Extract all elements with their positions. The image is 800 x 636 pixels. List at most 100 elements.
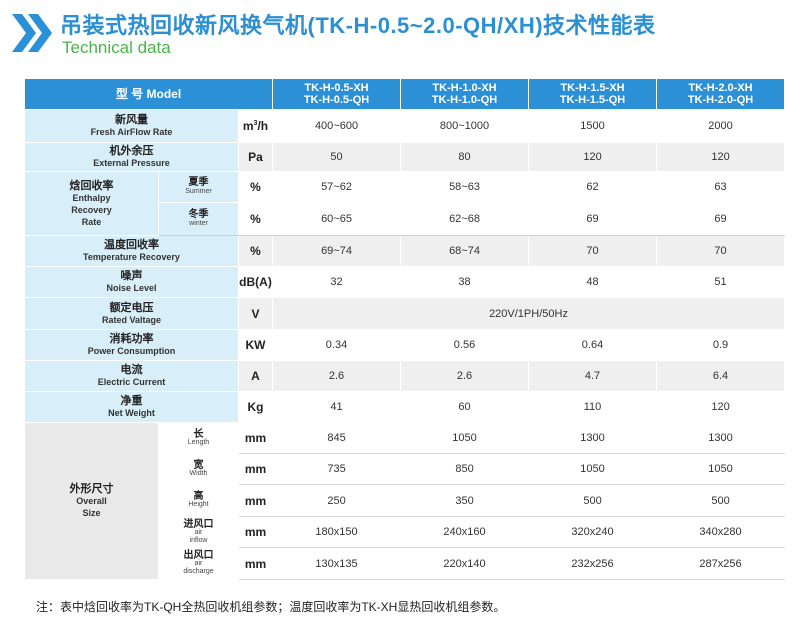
noise-row: 噪声 Noise Level dB(A) 32 38 48 51 [24, 266, 786, 298]
power-row: 消耗功率 Power Consumption KW 0.34 0.56 0.64 … [24, 329, 786, 361]
cell: 69 [528, 202, 658, 236]
cell: 120 [656, 142, 786, 172]
cell: 232x256 [528, 547, 658, 580]
cell: 845 [272, 422, 402, 454]
weight-label: 净重 Net Weight [24, 391, 239, 423]
cell: 1050 [400, 422, 530, 454]
winter-label: 冬季 winter [158, 202, 239, 236]
length-row: 外形尺寸 Overall Size 长 Length mm 845 1050 1300… [24, 422, 786, 580]
cell: 240x160 [400, 516, 530, 548]
cell: 0.64 [528, 329, 658, 361]
pressure-label: 机外余压 External Pressure [24, 142, 239, 172]
model-label: 型 号 Model [23, 78, 274, 110]
cell: 250 [272, 484, 402, 517]
model-col-2: TK-H-1.0-XH TK-H-1.0-QH [400, 78, 530, 110]
cell: 120 [656, 391, 786, 423]
cell: 1300 [656, 422, 786, 454]
voltage-value: 220V/1PH/50Hz [272, 297, 786, 330]
cell: 735 [272, 453, 402, 485]
cell: 2.6 [272, 360, 402, 392]
noise-unit: dB(A) [237, 266, 274, 298]
length-unit: mm [237, 422, 274, 454]
cell: 120 [528, 142, 658, 172]
model-col-4: TK-H-2.0-XH TK-H-2.0-QH [656, 78, 786, 110]
enthalpy-winter-row: 冬季 winter % 60~65 62~68 69 69 [25, 202, 786, 236]
cell: 1300 [528, 422, 658, 454]
cell: 6.4 [656, 360, 786, 392]
height-unit: mm [237, 484, 274, 517]
voltage-label: 额定电压 Rated Valtage [24, 297, 239, 330]
width-unit: mm [237, 453, 274, 485]
cell: 41 [272, 391, 402, 423]
cell: 287x256 [656, 547, 786, 580]
cell: 4.7 [528, 360, 658, 392]
cell: 340x280 [656, 516, 786, 548]
cell: 0.34 [272, 329, 402, 361]
cell: 69 [656, 202, 786, 236]
cell: 800~1000 [400, 109, 530, 143]
discharge-row: 出风口 air discharge mm 130x135 220x140 232x2… [25, 547, 786, 580]
cell: 70 [528, 235, 658, 267]
height-label: 高 Height [158, 484, 239, 517]
temp-row: 温度回收率 Temperature Recovery % 69~74 68~74 … [24, 235, 786, 267]
page-title: 吊装式热回收新风换气机(TK-H-0.5~2.0-QH/XH)技术性能表 [60, 13, 656, 38]
airflow-label: 新风量 Fresh AirFlow Rate [24, 109, 239, 143]
cell: 60~65 [272, 202, 402, 236]
inflow-label: 进风口 air inflow [158, 516, 239, 548]
cell: 1050 [656, 453, 786, 485]
weight-row: 净重 Net Weight Kg 41 60 110 120 [24, 391, 786, 423]
power-unit: KW [237, 329, 274, 361]
footnote: 注：表中焓回收率为TK-QH全热回收机组参数；温度回收率为TK-XH显热回收机组… [36, 600, 506, 614]
spec-table: 型 号 Model TK-H-0.5-XH TK-H-0.5-QH TK-H-1.… [23, 78, 786, 580]
cell: 350 [400, 484, 530, 517]
current-row: 电流 Electric Current A 2.6 2.6 4.7 6.4 [24, 360, 786, 392]
airflow-unit: m3/h [237, 109, 274, 143]
inflow-row: 进风口 air inflow mm 180x150 240x160 320x240 … [25, 516, 786, 548]
voltage-row: 额定电压 Rated Valtage V 220V/1PH/50Hz [24, 297, 786, 330]
cell: 0.9 [656, 329, 786, 361]
discharge-unit: mm [237, 547, 274, 580]
cell: 110 [528, 391, 658, 423]
temp-label: 温度回收率 Temperature Recovery [24, 235, 239, 267]
height-row: 高 Height mm 250 350 500 500 [25, 484, 786, 517]
discharge-label: 出风口 air discharge [158, 547, 239, 580]
cell: 70 [656, 235, 786, 267]
cell: 58~63 [400, 171, 530, 203]
length-label: 长 Length [158, 422, 239, 454]
pressure-unit: Pa [237, 142, 274, 172]
cell: 62~68 [400, 202, 530, 236]
cell: 130x135 [272, 547, 402, 580]
cell: 60 [400, 391, 530, 423]
size-label: 外形尺寸 Overall Size [24, 422, 159, 580]
enthalpy-label: 焓回收率 Enthalpy Recovery Rate [24, 171, 159, 236]
cell: 48 [528, 266, 658, 298]
cell: 400~600 [272, 109, 402, 143]
winter-unit: % [237, 202, 274, 236]
model-header-row: 型 号 Model TK-H-0.5-XH TK-H-0.5-QH TK-H-1.… [23, 78, 786, 110]
cell: 62 [528, 171, 658, 203]
double-chevron-icon [12, 14, 52, 52]
cell: 50 [272, 142, 402, 172]
enthalpy-summer-row: 焓回收率 Enthalpy Recovery Rate 夏季 Summer % 57~6… [24, 171, 786, 236]
cell: 38 [400, 266, 530, 298]
cell: 69~74 [272, 235, 402, 267]
cell: 32 [272, 266, 402, 298]
noise-label: 噪声 Noise Level [24, 266, 239, 298]
model-col-1: TK-H-0.5-XH TK-H-0.5-QH [272, 78, 402, 110]
airflow-row: 新风量 Fresh AirFlow Rate m3/h 400~600 800~1… [24, 109, 786, 143]
model-col-3: TK-H-1.5-XH TK-H-1.5-QH [528, 78, 658, 110]
cell: 1050 [528, 453, 658, 485]
current-label: 电流 Electric Current [24, 360, 239, 392]
weight-unit: Kg [237, 391, 274, 423]
summer-unit: % [237, 171, 274, 203]
summer-label: 夏季 Summer [158, 171, 239, 203]
cell: 68~74 [400, 235, 530, 267]
inflow-unit: mm [237, 516, 274, 548]
cell: 0.56 [400, 329, 530, 361]
cell: 180x150 [272, 516, 402, 548]
voltage-unit: V [237, 297, 274, 330]
cell: 63 [656, 171, 786, 203]
cell: 500 [528, 484, 658, 517]
cell: 80 [400, 142, 530, 172]
cell: 1500 [528, 109, 658, 143]
